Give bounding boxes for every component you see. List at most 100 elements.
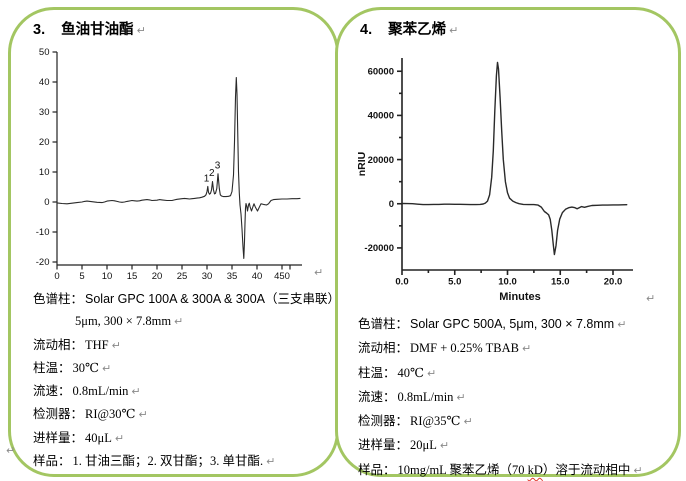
svg-text:15.0: 15.0 [551,277,570,288]
spec-label: 色谱柱： [358,317,409,331]
chromatogram-fish-oil: 0 5 10 15 20 25 30 35 40 450 50 40 30 20 10 0 -10 -20 1 23 [36,47,302,282]
spec-line: 色谱柱： Solar GPC 500A, 5μm, 300 × 7.8mm ↵ [358,313,686,337]
return-mark-icon: ↵ [617,319,627,331]
trace [401,61,628,256]
spec-line: 柱温： 40℃ ↵ [358,362,686,386]
y-axis-title: nRIU [356,152,368,177]
return-mark-icon: ↵ [114,432,125,445]
svg-text:0: 0 [54,271,59,282]
spec-label: 样品： [358,462,396,477]
return-mark-icon: ↵ [449,25,459,37]
spec-value: 20μL [410,438,437,453]
svg-text:-10: -10 [36,227,50,238]
svg-text:-20000: -20000 [364,243,394,254]
svg-text:40: 40 [39,77,50,88]
svg-text:40000: 40000 [368,111,394,122]
spec-label: 样品： [33,454,71,469]
svg-text:60000: 60000 [368,66,394,77]
return-mark-icon: ↵ [136,25,146,37]
spec-label: 流速： [33,384,71,399]
return-mark-icon: ↵ [439,440,450,453]
spec-label: 柱温： [33,360,71,375]
spec-value: 40℃ [397,365,424,380]
spec-line: 检测器： RI@35℃ ↵ [358,410,686,434]
spec-line: 流动相： DMF + 0.25% TBAB ↵ [358,337,686,361]
svg-text:10: 10 [102,271,113,282]
spec-value: DMF + 0.25% TBAB [410,341,519,356]
panel-polystyrene: 4. 聚苯乙烯 ↵ 0.0 5.0 10.0 15.0 20.0 60000 40000 2000… [335,7,681,477]
spec-value: ）溶于流动相中 [542,462,631,477]
chromatogram-polystyrene: 0.0 5.0 10.0 15.0 20.0 60000 40000 20000 0 -20000… [356,58,633,303]
spec-value: 1. 甘油三酯；2. 双甘酯；3. 单甘酯. [72,454,264,469]
svg-text:450: 450 [274,271,290,282]
spec-value: 30℃ [72,360,99,375]
svg-text:50: 50 [39,47,50,58]
spec-label: 流速： [358,389,396,404]
peak-label: 3 [215,160,221,171]
return-mark-icon: ↵ [456,391,466,404]
spec-value: 40μL [85,430,112,445]
svg-text:0: 0 [389,199,394,210]
spec-line: 色谱柱： Solar GPC 100A & 300A & 300A（三支串联）， [33,288,346,310]
spec-value: 0.8mL/min [397,389,454,404]
x-axis-title: Minutes [499,291,541,303]
spec-value: 0.8mL/min [72,384,129,399]
return-mark-icon: ↵ [174,316,184,329]
svg-text:20: 20 [152,271,163,282]
peak-label: 2 [209,168,215,179]
spec-line: 流速： 0.8mL/min ↵ [358,386,686,410]
spec-label: 柱温： [358,365,396,380]
svg-text:25: 25 [177,271,188,282]
svg-text:20.0: 20.0 [604,277,623,288]
spec-line: 流速： 0.8mL/min ↵ [33,380,341,403]
panel-number: 4. [360,22,373,38]
spec-line: 柱温： 30℃ ↵ [33,357,341,380]
misspelled-text: kD [527,462,543,477]
svg-text:30: 30 [39,107,50,118]
spec-value: RI@30℃ [85,407,136,422]
panel-title-text: 聚苯乙烯 [388,22,447,38]
return-mark-icon: ↵ [646,293,656,305]
spec-continuation: 5μm, 300 × 7.8mm ↵ [33,310,341,333]
spec-label: 色谱柱： [33,292,84,306]
spec-line: 样品： 1. 甘油三酯；2. 双甘酯；3. 单甘酯. ↵ [33,450,341,473]
spec-line: 检测器： RI@30℃ ↵ [33,403,341,426]
svg-text:-20: -20 [36,257,50,268]
panel-title: 3. 鱼油甘油酯 ↵ [33,18,146,39]
panel-number: 3. [33,22,46,38]
spec-value: RI@35℃ [410,414,461,429]
svg-text:5.0: 5.0 [448,277,461,288]
panel-title: 4. 聚苯乙烯 ↵ [360,18,458,39]
svg-text:35: 35 [227,271,238,282]
return-mark-icon: ↵ [111,339,121,352]
spec-value: THF [85,337,109,352]
svg-text:0: 0 [44,197,49,208]
spec-value: Solar GPC 500A, 5μm, 300 × 7.8mm [410,317,615,331]
svg-text:20: 20 [39,137,50,148]
spec-line: 进样量： 40μL ↵ [33,427,341,450]
svg-text:10.0: 10.0 [498,277,517,288]
svg-text:40: 40 [252,271,263,282]
return-mark-icon: ↵ [427,367,437,380]
spec-line: 样品： 10mg/mL 聚苯乙烯（70 kD）溶于流动相中 ↵ [358,459,686,481]
spec-value: 10mg/mL 聚苯乙烯（70 [397,462,528,477]
return-mark-icon: ↵ [463,416,473,429]
spec-label: 检测器： [358,414,409,429]
return-mark-icon: ↵ [266,456,276,469]
spec-value: Solar GPC 100A & 300A & 300A（三支串联）， [85,292,347,306]
spec-list: 色谱柱： Solar GPC 100A & 300A & 300A（三支串联）， 5… [33,288,346,473]
panel-fish-oil-glyceride: 3. 鱼油甘油酯 ↵ 0 5 10 15 20 25 30 35 40 450 50 40 30 20 10 0-… [8,7,346,477]
return-mark-icon: ↵ [102,362,112,375]
return-mark-icon: ↵ [521,343,532,356]
svg-text:20000: 20000 [368,155,394,166]
trace [56,76,301,259]
return-mark-icon: ↵ [6,445,16,457]
svg-text:0.0: 0.0 [395,277,408,288]
spec-list: 色谱柱： Solar GPC 500A, 5μm, 300 × 7.8mm ↵ 流动相… [358,313,686,481]
spec-label: 进样量： [33,430,84,445]
svg-text:10: 10 [39,167,50,178]
spec-label: 流动相： [358,341,409,356]
return-mark-icon: ↵ [314,267,324,279]
spec-label: 进样量： [358,438,409,453]
